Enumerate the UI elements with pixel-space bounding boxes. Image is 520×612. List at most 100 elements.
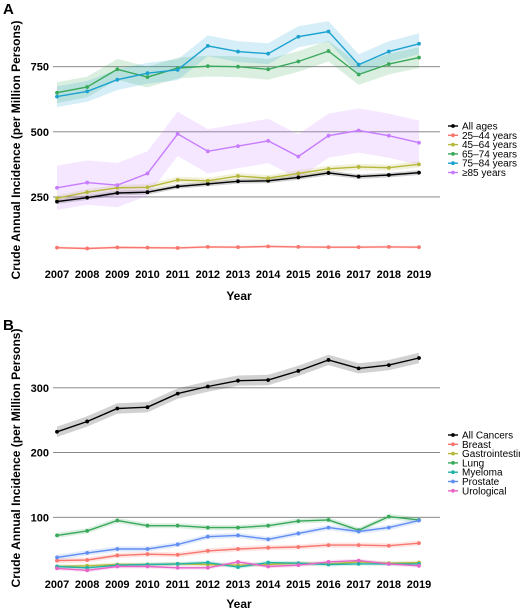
panel-a-point-45-64-years-2007 [55, 196, 59, 201]
panel-b-y-ticks: 100 200 300 [31, 383, 49, 524]
panel-a-point-45-64-years-2015 [296, 171, 301, 176]
panel-b-legend-marker-all-cancers [451, 433, 455, 437]
panel-a-point-75-84-years-2018 [386, 49, 391, 54]
panel-a-chart: A Crude Annual Incidence (per Million Pe… [3, 1, 517, 303]
panel-b-point-breast-2008 [85, 558, 90, 562]
panel-a-point-all-ages-2013 [236, 179, 240, 184]
panel-b-legend-label-gastrointestinal: Gastrointestinal [462, 449, 520, 460]
panel-b-y-axis-title: Crude Annual Incidence (per Million Pers… [9, 329, 23, 588]
panel-a-x-tick-label-2009: 2009 [105, 269, 129, 281]
panel-b-point-myeloma-2012 [205, 560, 210, 565]
panel-a-point-all-ages-2018 [386, 173, 391, 177]
panel-a-point-ge85-years-2017 [356, 128, 361, 133]
panel-b-x-axis-title: Year [226, 597, 252, 611]
panel-a-legend-marker-45-64-years [451, 142, 455, 147]
panel-b-x-tick-label-2019: 2019 [407, 579, 431, 591]
panel-b-gridlines [53, 387, 440, 518]
panel-b-data-points [55, 356, 421, 573]
panel-a-point-all-ages-2014 [266, 178, 271, 183]
panel-b-point-urological-2011 [175, 565, 180, 570]
panel-a-data-points [55, 29, 421, 251]
panel-b-point-lung-2008 [85, 528, 90, 533]
panel-a-point-65-74-years-2009 [115, 67, 120, 72]
panel-a-point-65-74-years-2013 [236, 64, 240, 69]
panel-b-series-lines [56, 357, 420, 572]
panel-b-x-tick-label-2012: 2012 [196, 579, 220, 591]
panel-a-band-65-74-years [57, 40, 419, 104]
panel-a-x-tick-label-2008: 2008 [75, 269, 99, 281]
panel-b-point-urological-2015 [296, 563, 301, 568]
panel-b-point-breast-2011 [175, 552, 180, 557]
panel-b-point-prostate-2012 [205, 534, 210, 539]
panel-b-x-tick-label-2016: 2016 [316, 579, 340, 591]
panel-a-point-ge85-years-2018 [386, 133, 391, 138]
panel-a-point-all-ages-2017 [356, 174, 361, 179]
panel-b-point-breast-2016 [326, 543, 331, 547]
panel-a-point-65-74-years-2018 [386, 62, 391, 66]
panel-b-point-all-cancers-2014 [266, 378, 271, 382]
panel-b-point-all-cancers-2016 [326, 358, 331, 362]
panel-a-gridlines [53, 66, 440, 198]
panel-b-point-urological-2018 [386, 561, 391, 566]
panel-b-point-myeloma-2011 [175, 561, 180, 566]
panel-b-point-breast-2007 [55, 558, 59, 563]
panel-a-y-tick-label-750: 750 [31, 62, 49, 74]
panel-a-point-25-44-years-2019 [417, 245, 421, 250]
panel-a-point-75-84-years-2011 [175, 67, 180, 72]
panel-a-legend-label-75-84-years: 75–84 years [462, 159, 517, 170]
panel-b-point-all-cancers-2018 [386, 363, 391, 368]
panel-a-point-75-84-years-2017 [356, 62, 361, 67]
panel-a-point-25-44-years-2014 [266, 244, 271, 249]
panel-a-confidence-bands [57, 21, 419, 250]
panel-a-legend-marker-65-74-years [451, 152, 455, 156]
panel-b-label: B [3, 317, 14, 334]
panel-b-point-urological-2007 [55, 566, 59, 571]
panel-b-point-urological-2014 [266, 564, 271, 569]
panel-a-point-45-64-years-2011 [175, 178, 180, 182]
panel-b-point-lung-2009 [115, 518, 120, 523]
panel-b-point-all-cancers-2012 [205, 384, 210, 389]
panel-a-point-ge85-years-2019 [417, 140, 421, 145]
panel-a-y-tick-label-250: 250 [31, 192, 49, 204]
panel-a-point-ge85-years-2016 [326, 133, 331, 138]
panel-b-point-urological-2009 [115, 564, 120, 569]
panel-b-point-prostate-2011 [175, 542, 180, 547]
panel-a-point-65-74-years-2019 [417, 55, 421, 60]
panel-a-point-ge85-years-2009 [115, 183, 120, 188]
panel-a-point-65-74-years-2014 [266, 67, 271, 72]
panel-b-x-tick-label-2008: 2008 [75, 579, 99, 591]
panel-b-x-tick-label-2017: 2017 [346, 579, 370, 591]
panel-b-x-tick-label-2011: 2011 [166, 579, 190, 591]
panel-a-point-75-84-years-2012 [205, 43, 210, 48]
panel-b-point-prostate-2008 [85, 550, 90, 555]
panel-a-x-tick-label-2007: 2007 [45, 269, 69, 281]
panel-b-point-lung-2018 [386, 514, 391, 519]
panel-a-point-25-44-years-2016 [326, 245, 331, 250]
panel-b-point-lung-2007 [55, 533, 59, 538]
panel-b-point-lung-2010 [145, 523, 150, 528]
panel-a-point-75-84-years-2015 [296, 34, 301, 39]
panel-a-legend-label-45-64-years: 45–64 years [462, 140, 517, 151]
panel-b-y-tick-label-300: 300 [31, 383, 49, 395]
panel-a-point-75-84-years-2008 [85, 89, 90, 94]
panel-a-point-75-84-years-2019 [417, 41, 421, 46]
panel-b-point-urological-2008 [85, 568, 90, 573]
panel-b-point-myeloma-2014 [266, 560, 271, 565]
panel-b-legend-marker-lung [451, 461, 455, 465]
panel-a-point-25-44-years-2013 [236, 245, 240, 250]
panel-a-x-tick-label-2012: 2012 [196, 269, 220, 281]
panel-b-point-prostate-2014 [266, 537, 271, 542]
panel-a-x-tick-label-2014: 2014 [256, 269, 281, 281]
panel-b-point-prostate-2018 [386, 525, 391, 530]
panel-a-point-all-ages-2011 [175, 184, 180, 189]
panel-b-chart: B Crude Annual Incidence (per Million Pe… [3, 317, 520, 611]
panel-a-point-25-44-years-2018 [386, 244, 391, 249]
panel-b-point-all-cancers-2017 [356, 366, 361, 371]
panel-b-point-breast-2015 [296, 545, 301, 549]
panel-b-x-tick-label-2009: 2009 [105, 579, 129, 591]
panel-a-x-tick-label-2015: 2015 [286, 269, 310, 281]
panel-b-point-breast-2014 [266, 545, 271, 550]
panel-b-legend-label-myeloma: Myeloma [462, 468, 503, 479]
panel-b-point-breast-2010 [145, 552, 150, 557]
panel-b-legend-label-lung: Lung [462, 458, 484, 469]
